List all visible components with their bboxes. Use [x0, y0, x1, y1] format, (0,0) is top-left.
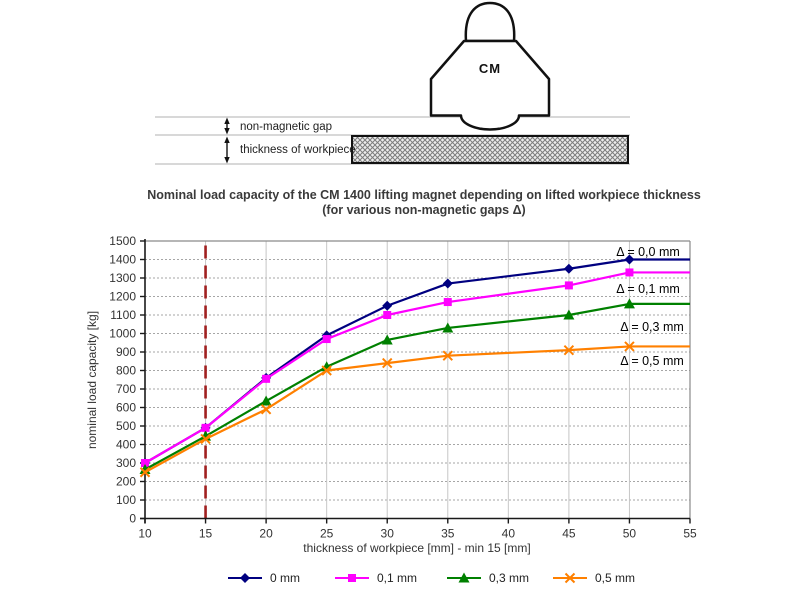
legend-label: 0,1 mm [377, 571, 417, 585]
y-tick-label: 100 [116, 493, 136, 507]
y-tick-label: 300 [116, 456, 136, 470]
series-marker-03mm [442, 322, 454, 333]
delta-annotation: Δ = 0,1 mm [616, 282, 680, 296]
gap-label: non-magnetic gap [240, 121, 332, 133]
y-tick-label: 400 [116, 438, 136, 452]
x-tick-label: 55 [683, 527, 697, 541]
series-marker-01mm [383, 311, 392, 319]
y-tick-label: 500 [116, 419, 136, 433]
series-marker-05mm [200, 433, 211, 445]
delta-annotation: Δ = 0,3 mm [620, 320, 684, 334]
y-tick-label: 700 [116, 382, 136, 396]
series-marker-01mm [564, 281, 573, 290]
thickness-arrow [224, 136, 230, 164]
legend-label: 0,5 mm [595, 571, 635, 585]
series-marker-05mm [260, 404, 272, 415]
y-tick-label: 1200 [109, 290, 136, 304]
legend-swatch-marker [348, 574, 356, 582]
gap-arrow [224, 117, 230, 135]
series-marker-01mm [141, 459, 149, 467]
y-tick-label: 1100 [110, 308, 136, 322]
magnet-body [429, 39, 551, 131]
series-marker-01mm [262, 374, 271, 383]
x-tick-label: 20 [259, 527, 273, 541]
legend-label: 0,3 mm [489, 571, 529, 585]
legend-label: 0 mm [270, 571, 300, 585]
series-marker-01mm [322, 335, 331, 344]
x-tick-label: 25 [320, 527, 334, 541]
magnet-eyelet [464, 1, 516, 43]
legend-swatch-marker [240, 573, 250, 583]
thickness-label: thickness of workpiece [240, 144, 356, 156]
series-marker-05mm [382, 357, 393, 369]
y-tick-label: 1500 [109, 234, 136, 248]
series-marker-01mm [443, 298, 452, 307]
workpiece-bar [351, 135, 629, 164]
chart-title-line1: Nominal load capacity of the CM 1400 lif… [147, 188, 701, 202]
series-line-01mm [144, 271, 690, 464]
chart-title-line2: (for various non-magnetic gaps Δ) [322, 203, 525, 217]
series-marker-03mm [623, 298, 635, 309]
series-marker-05mm [139, 467, 151, 478]
y-tick-label: 900 [116, 345, 136, 359]
y-tick-label: 800 [116, 364, 136, 378]
legend-item-0mm: 0 mm [228, 571, 300, 585]
chart-gridlines [145, 240, 691, 519]
y-tick-label: 0 [129, 512, 136, 526]
series-marker-03mm [381, 334, 393, 345]
series-marker-03mm [563, 309, 575, 320]
series-line-0mm [144, 258, 690, 464]
y-tick-label: 1400 [109, 253, 136, 267]
legend-swatch-marker [458, 572, 470, 583]
y-tick-label: 600 [116, 401, 136, 415]
series-marker-05mm [624, 341, 635, 352]
legend-swatch-marker [564, 572, 576, 584]
series-marker-0mm [563, 263, 574, 274]
chart-axes: 0 100 200 300 400 500 600 700 800 900 1000 1100 1200… [109, 234, 697, 541]
series-marker-0mm [382, 300, 393, 311]
x-tick-label: 45 [562, 527, 576, 541]
series-marker-03mm [260, 395, 272, 406]
x-axis-title: thickness of workpiece [mm] - min 15 [mm… [303, 541, 530, 555]
series-marker-0mm [442, 278, 453, 289]
series-marker-0mm [624, 254, 635, 265]
series-marker-05mm [321, 365, 332, 376]
y-tick-label: 200 [116, 475, 136, 489]
legend-item-05mm: 0,5 mm [553, 571, 635, 585]
legend-item-03mm: 0,3 mm [447, 571, 529, 585]
y-axis-title: nominal load capacity [kg] [85, 311, 99, 449]
series-marker-05mm [442, 350, 453, 361]
delta-annotation: Δ = 0,5 mm [620, 354, 684, 368]
y-tick-label: 1300 [109, 271, 136, 285]
x-tick-label: 15 [199, 527, 213, 541]
series-marker-01mm [625, 268, 634, 277]
x-tick-label: 40 [502, 527, 516, 541]
x-tick-label: 35 [441, 527, 455, 541]
series-marker-05mm [563, 344, 575, 356]
x-tick-label: 50 [623, 527, 637, 541]
chart-annotations: Δ = 0,0 mm Δ = 0,1 mm Δ = 0,3 mm Δ = 0,5 mm [616, 245, 684, 368]
x-tick-label: 30 [381, 527, 395, 541]
chart-series [139, 254, 690, 478]
x-tick-label: 10 [138, 527, 152, 541]
y-tick-label: 1000 [109, 327, 136, 341]
delta-annotation: Δ = 0,0 mm [616, 245, 680, 259]
legend-item-01mm: 0,1 mm [335, 571, 417, 585]
magnet-cm-label: CM [479, 61, 501, 76]
magnet-schematic: CM non-magnetic gap thickness of workpie… [155, 1, 630, 165]
series-marker-01mm [201, 423, 210, 432]
chart-legend: 0 mm 0,1 mm 0,3 mm 0,5 mm [228, 571, 635, 585]
